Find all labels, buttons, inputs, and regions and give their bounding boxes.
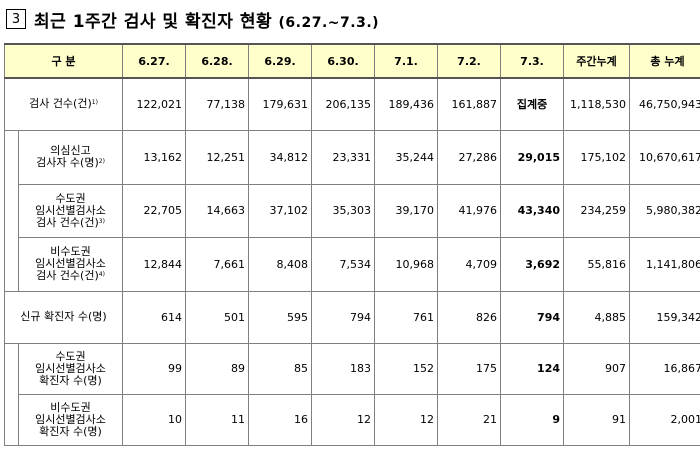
table-cell: 122,021 — [122, 77, 187, 131]
table-cell: 1,141,806 — [629, 236, 700, 292]
table-cell: 4,709 — [437, 236, 502, 292]
table-cell: 39,170 — [374, 183, 439, 238]
row-label: 의심신고 검사자 수(명)2) — [17, 129, 124, 185]
table-row: 비수도권 임시선별검사소 검사 건수(건)4) 12,844 7,661 8,408… — [4, 236, 700, 292]
table-cell: 21 — [437, 393, 502, 446]
header-row: 구 분 6.27. 6.28. 6.29. 6.30. 7.1. 7.2. 7.… — [3, 43, 700, 79]
table-cell: 12,251 — [185, 129, 250, 185]
row-label: 신규 확진자 수(명) — [3, 290, 124, 344]
table-cell: 159,342 — [629, 290, 700, 344]
header-cell-date: 6.29. — [248, 43, 313, 79]
table-cell: 12,844 — [122, 236, 187, 292]
table-row: 비수도권 임시선별검사소 확진자 수(명) 10 11 16 12 12 21 9 … — [4, 393, 700, 446]
table-cell: 89 — [185, 342, 250, 395]
header-cell-date: 7.2. — [437, 43, 502, 79]
table-cell: 7,534 — [311, 236, 376, 292]
table-cell: 55,816 — [563, 236, 631, 292]
table-cell: 179,631 — [248, 77, 313, 131]
table-cell: 3,692 — [500, 236, 565, 292]
table-cell: 794 — [311, 290, 376, 344]
table-cell: 501 — [185, 290, 250, 344]
table-cell: 77,138 — [185, 77, 250, 131]
table-row: 의심신고 검사자 수(명)2) 13,162 12,251 34,812 23,3… — [4, 129, 700, 185]
header-cell-grand-total: 총 누계 — [629, 43, 700, 79]
table-cell: 794 — [500, 290, 565, 344]
table-cell: 27,286 — [437, 129, 502, 185]
table-cell: 16,867 — [629, 342, 700, 395]
table-cell: 175,102 — [563, 129, 631, 185]
table-cell: 10 — [122, 393, 187, 446]
row-label: 검사 건수(건)1) — [3, 77, 124, 131]
table-row: 수도권 임시선별검사소 확진자 수(명) 99 89 85 183 152 175 … — [4, 342, 700, 395]
header-cell-date: 6.30. — [311, 43, 376, 79]
table-cell: 10,670,617 — [629, 129, 700, 185]
table-row: 수도권 임시선별검사소 검사 건수(건)3) 22,705 14,663 37,10… — [4, 183, 700, 238]
table-cell: 4,885 — [563, 290, 631, 344]
table-row: 검사 건수(건)1) 122,021 77,138 179,631 206,13… — [3, 77, 700, 131]
row-label: 비수도권 임시선별검사소 검사 건수(건)4) — [17, 236, 124, 292]
table-cell: 152 — [374, 342, 439, 395]
table-cell: 10,968 — [374, 236, 439, 292]
table-cell: 집계중 — [500, 77, 565, 131]
table-cell: 16 — [248, 393, 313, 446]
table-cell: 35,303 — [311, 183, 376, 238]
table-cell: 9 — [500, 393, 565, 446]
table-cell: 12 — [311, 393, 376, 446]
row-label: 비수도권 임시선별검사소 확진자 수(명) — [17, 393, 124, 446]
table-cell: 206,135 — [311, 77, 376, 131]
table-cell: 23,331 — [311, 129, 376, 185]
header-cell-date: 6.27. — [122, 43, 187, 79]
table-cell: 85 — [248, 342, 313, 395]
table-cell: 29,015 — [500, 129, 565, 185]
table-cell: 22,705 — [122, 183, 187, 238]
header-cell-category: 구 분 — [3, 43, 124, 79]
table-cell: 46,750,943 — [629, 77, 700, 131]
table-cell: 34,812 — [248, 129, 313, 185]
stats-table: 구 분 6.27. 6.28. 6.29. 6.30. 7.1. 7.2. 7.… — [3, 43, 700, 446]
header-cell-date: 7.1. — [374, 43, 439, 79]
table-cell: 5,980,382 — [629, 183, 700, 238]
table-cell: 124 — [500, 342, 565, 395]
table-cell: 37,102 — [248, 183, 313, 238]
table-cell: 175 — [437, 342, 502, 395]
table-row: 신규 확진자 수(명) 614 501 595 794 761 826 794 … — [3, 290, 700, 344]
table-cell: 1,118,530 — [563, 77, 631, 131]
title-date-range: (6.27.~7.3.) — [278, 14, 380, 31]
table-cell: 7,661 — [185, 236, 250, 292]
table-cell: 234,259 — [563, 183, 631, 238]
table-cell: 12 — [374, 393, 439, 446]
table-cell: 189,436 — [374, 77, 439, 131]
table-cell: 907 — [563, 342, 631, 395]
table-cell: 99 — [122, 342, 187, 395]
table-cell: 161,887 — [437, 77, 502, 131]
table-cell: 595 — [248, 290, 313, 344]
table-cell: 2,001 — [629, 393, 700, 446]
section-title: 3 최근 1주간 검사 및 확진자 현황 (6.27.~7.3.) — [6, 6, 379, 32]
table-cell: 826 — [437, 290, 502, 344]
table-cell: 43,340 — [500, 183, 565, 238]
table-cell: 35,244 — [374, 129, 439, 185]
header-cell-weekly-total: 주간누계 — [563, 43, 631, 79]
table-cell: 11 — [185, 393, 250, 446]
row-label: 수도권 임시선별검사소 검사 건수(건)3) — [17, 183, 124, 238]
section-number: 3 — [6, 9, 26, 29]
table-cell: 8,408 — [248, 236, 313, 292]
table-cell: 13,162 — [122, 129, 187, 185]
header-cell-date: 7.3. — [500, 43, 565, 79]
row-label: 수도권 임시선별검사소 확진자 수(명) — [17, 342, 124, 395]
header-cell-date: 6.28. — [185, 43, 250, 79]
table-cell: 14,663 — [185, 183, 250, 238]
title-text: 최근 1주간 검사 및 확진자 현황 — [34, 11, 273, 32]
table-cell: 614 — [122, 290, 187, 344]
table-cell: 91 — [563, 393, 631, 446]
table-cell: 761 — [374, 290, 439, 344]
table-cell: 183 — [311, 342, 376, 395]
table-cell: 41,976 — [437, 183, 502, 238]
